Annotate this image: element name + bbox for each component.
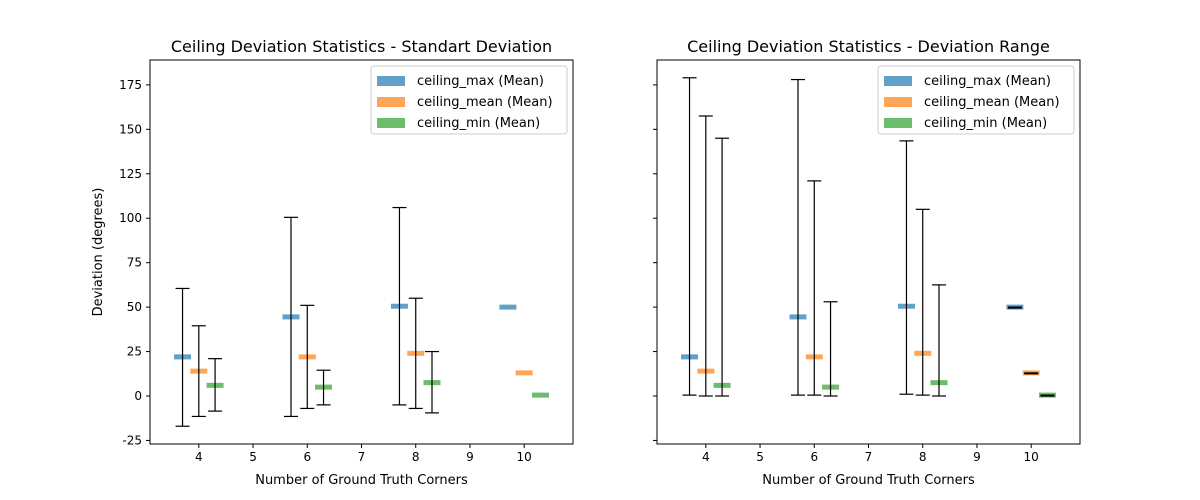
- y-tick-label: 100: [119, 211, 142, 225]
- y-axis-label: Deviation (degrees): [91, 188, 106, 317]
- legend-swatch-3: [884, 118, 912, 128]
- y-tick-label: 25: [127, 345, 142, 359]
- x-tick-label: 4: [195, 450, 203, 464]
- legend-label-2: ceiling_mean (Mean): [417, 95, 553, 110]
- x-tick-label: 9: [466, 450, 474, 464]
- error-bar-3-3: [932, 284, 946, 397]
- legend-label-2: ceiling_mean (Mean): [924, 95, 1060, 110]
- legend-label-3: ceiling_min (Mean): [417, 116, 540, 131]
- error-bar-1-3: [392, 206, 407, 406]
- y-tick-label: 175: [119, 78, 142, 92]
- y-tick-label: 50: [127, 300, 142, 314]
- error-bar-2-4: [1024, 372, 1039, 375]
- x-tick-label: 8: [919, 450, 927, 464]
- mean-bar-2-4: [515, 370, 533, 376]
- x-tick-label: 7: [865, 450, 873, 464]
- y-tick-label: 125: [119, 167, 142, 181]
- chart-panel-2: Ceiling Deviation Statistics - Deviation…: [653, 37, 1081, 488]
- x-tick-label: 5: [756, 450, 764, 464]
- error-bar-3-4: [1040, 394, 1055, 397]
- error-bar-1-2: [791, 78, 805, 396]
- chart-title: Ceiling Deviation Statistics - Deviation…: [687, 37, 1050, 56]
- error-bar-2-3: [915, 208, 930, 396]
- error-bar-1-3: [899, 140, 914, 395]
- mean-bar-1-4: [499, 304, 517, 310]
- legend-box: [877, 65, 1075, 135]
- error-bar-2-1: [698, 115, 713, 397]
- legend-label-1: ceiling_max (Mean): [924, 74, 1051, 89]
- x-tick-label: 8: [412, 450, 420, 464]
- x-tick-label: 10: [1024, 450, 1039, 464]
- error-bar-3-2: [316, 369, 331, 406]
- error-bar-1-4: [1007, 306, 1022, 309]
- x-axis-label: Number of Ground Truth Corners: [255, 473, 468, 488]
- error-bar-1-1: [175, 287, 190, 427]
- y-tick-label: 150: [119, 122, 142, 136]
- legend-swatch-1: [377, 76, 405, 86]
- x-tick-label: 6: [303, 450, 311, 464]
- legend: ceiling_max (Mean) ceiling_mean (Mean) cei…: [877, 65, 1075, 135]
- legend-swatch-1: [884, 76, 912, 86]
- legend-label-3: ceiling_min (Mean): [924, 116, 1047, 131]
- x-tick-label: 6: [810, 450, 818, 464]
- error-bar-2-2: [807, 180, 822, 396]
- y-tick-label: -25: [122, 433, 142, 447]
- x-axis-label: Number of Ground Truth Corners: [762, 473, 975, 488]
- x-tick-label: 4: [702, 450, 710, 464]
- chart-panel-1: Ceiling Deviation Statistics - Standart …: [91, 37, 574, 488]
- y-tick-label: 0: [134, 389, 142, 403]
- error-bar-1-2: [284, 216, 298, 418]
- legend-swatch-2: [377, 97, 405, 107]
- x-tick-label: 5: [249, 450, 257, 464]
- error-bar-3-3: [425, 350, 439, 414]
- error-bar-2-1: [191, 325, 206, 418]
- x-tick-label: 10: [517, 450, 532, 464]
- error-bar-3-2: [823, 301, 838, 397]
- legend-box: [370, 65, 568, 135]
- x-tick-label: 9: [973, 450, 981, 464]
- legend-swatch-2: [884, 97, 912, 107]
- error-bar-2-2: [300, 304, 315, 410]
- legend: ceiling_max (Mean) ceiling_mean (Mean) cei…: [370, 65, 568, 135]
- error-bar-2-3: [408, 297, 423, 410]
- legend-swatch-3: [377, 118, 405, 128]
- error-bar-3-1: [208, 358, 223, 412]
- error-bar-3-1: [715, 137, 730, 397]
- chart-title: Ceiling Deviation Statistics - Standart …: [171, 37, 552, 56]
- x-tick-label: 7: [358, 450, 366, 464]
- error-bar-1-1: [682, 77, 697, 396]
- mean-bar-3-4: [531, 392, 549, 398]
- legend-label-1: ceiling_max (Mean): [417, 74, 544, 89]
- y-tick-label: 75: [127, 256, 142, 270]
